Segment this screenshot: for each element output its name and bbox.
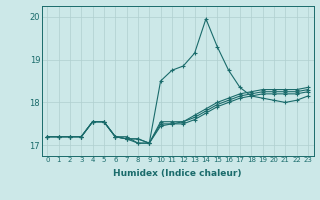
X-axis label: Humidex (Indice chaleur): Humidex (Indice chaleur) [113, 169, 242, 178]
